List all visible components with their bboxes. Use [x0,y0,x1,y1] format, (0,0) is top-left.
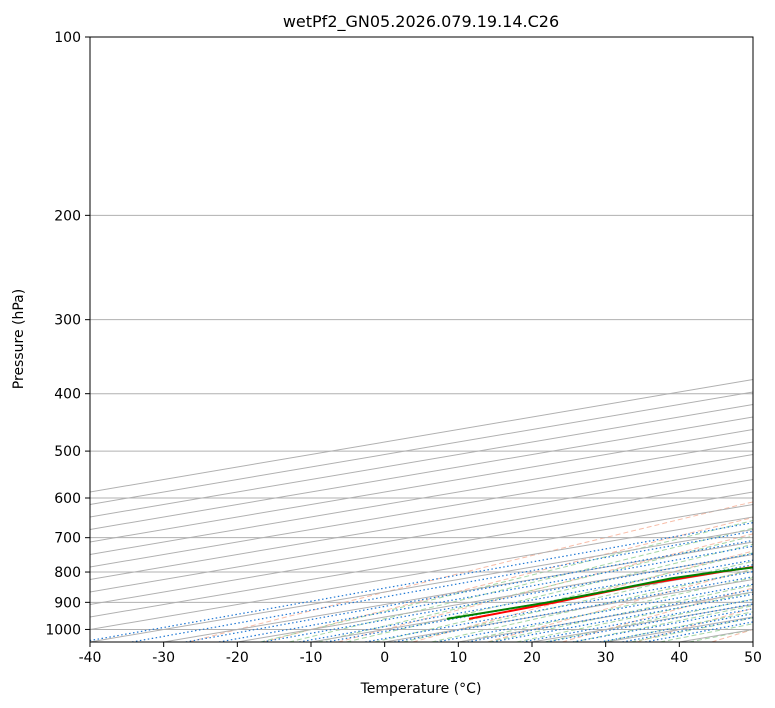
y-tick-label: 1000 [45,622,81,638]
dry-adiabat-line [711,628,753,642]
moist-adiabat-line [431,569,753,642]
isotherm-line [90,478,753,593]
mixing-ratio-line [572,608,753,642]
x-tick-label: -10 [300,650,323,666]
isotherm-line [90,528,753,642]
x-tick-label: 20 [523,650,541,666]
mixing-ratio-line [218,545,753,642]
moist-adiabat-line [544,598,753,642]
moist-adiabat-line [260,520,753,642]
x-tick-label: -30 [152,650,175,666]
dry-adiabat-line [188,501,753,642]
mixing-ratio-line [262,553,753,642]
moist-adiabat-line [402,560,753,642]
temperature-profile-line [468,566,753,620]
mixing-ratio-line [325,564,753,642]
x-tick-label: 40 [670,650,688,666]
isotherm-line [531,603,753,642]
x-tick-label: 50 [744,650,762,666]
plot-frame [89,36,754,643]
mixing-ratio-line [299,559,753,642]
y-tick-label: 500 [54,444,81,460]
x-tick-label: -40 [79,650,102,666]
y-tick-label: 600 [54,491,81,507]
mixing-ratio-line [599,613,753,642]
moist-adiabat-line [516,591,753,642]
isotherm-line [90,503,753,618]
y-tick-label: 200 [54,208,81,224]
moist-adiabat-line [288,527,753,642]
isotherm-line [90,491,753,606]
isotherm-line [752,641,753,642]
moist-adiabat-line [689,628,753,642]
isotherm-line [90,466,753,581]
y-tick-label: 300 [54,313,81,329]
x-axis-label: Temperature (°C) [360,681,482,697]
chart-title: wetPf2_GN05.2026.079.19.14.C26 [283,12,559,32]
y-axis-label: Pressure (hPa) [11,289,27,389]
x-tick-label: 0 [380,650,389,666]
mixing-ratio-line [131,530,753,642]
mixing-ratio-line [492,593,753,642]
profile-series [446,566,753,620]
isotherm-line [384,578,753,642]
dry-adiabat-line [562,587,753,642]
y-tick-label: 100 [54,30,81,46]
axes: -40 -30 -20 -10 0 10 20 30 40 50 100 200 300 400 500 60… [45,30,762,666]
isotherm-line [90,428,753,543]
mixing-ratio-line [185,539,753,642]
dry-adiabat-line [487,568,753,642]
y-tick-label: 700 [54,531,81,547]
x-tick-label: 30 [597,650,615,666]
y-tick-label: 800 [54,565,81,581]
isotherm-line [310,566,753,642]
isotherm-line [90,441,753,556]
x-tick-label: 10 [449,650,467,666]
mixing-ratio-line [622,617,753,642]
y-tick-label: 900 [54,595,81,611]
moist-adiabat-line [317,535,753,642]
isotherm-line [90,516,753,631]
moist-adiabat-line [346,543,753,642]
background-lines [90,37,753,642]
moist-adiabat-line [487,584,753,642]
dewpoint-profile-line [446,566,753,620]
y-tick-label: 400 [54,387,81,403]
x-tick-label: -20 [226,650,249,666]
isotherm-line [90,453,753,568]
